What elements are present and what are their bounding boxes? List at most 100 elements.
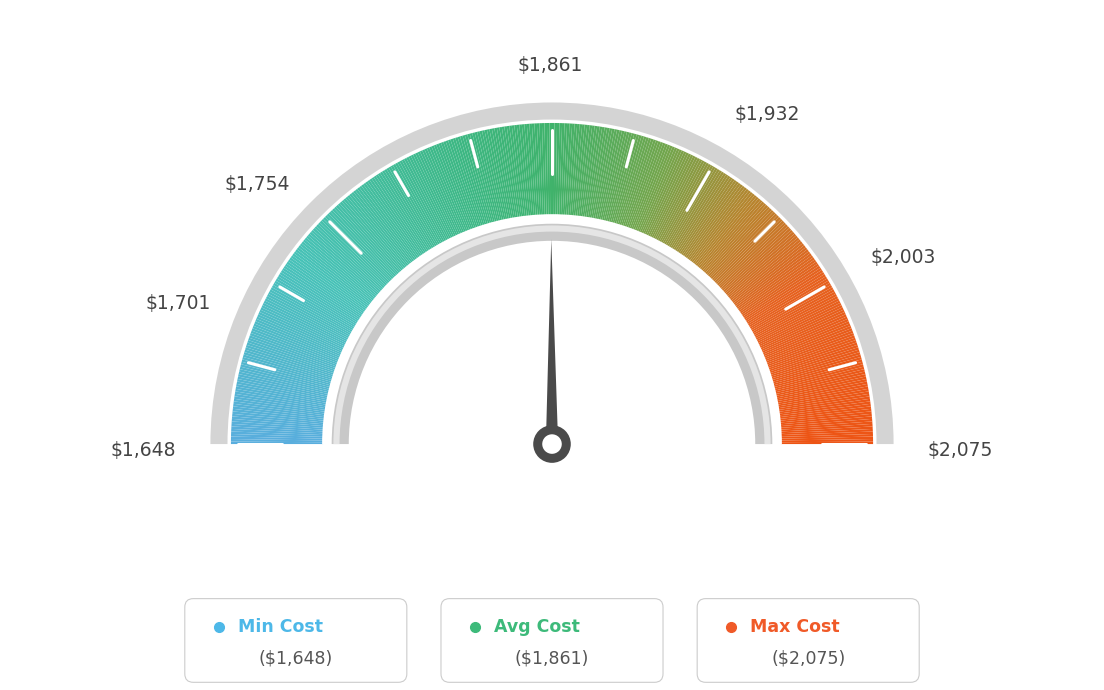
Wedge shape [625, 139, 656, 228]
Wedge shape [776, 382, 868, 401]
Wedge shape [645, 150, 684, 235]
Wedge shape [737, 255, 814, 311]
Text: Min Cost: Min Cost [237, 618, 322, 636]
Wedge shape [775, 374, 866, 396]
Wedge shape [288, 259, 364, 314]
Wedge shape [698, 197, 758, 269]
Wedge shape [422, 149, 461, 235]
Wedge shape [604, 131, 627, 221]
Wedge shape [241, 362, 331, 387]
Wedge shape [781, 426, 873, 433]
Wedge shape [259, 310, 344, 350]
Wedge shape [489, 128, 509, 219]
Wedge shape [270, 287, 352, 334]
Wedge shape [718, 222, 786, 288]
Wedge shape [368, 180, 422, 257]
Wedge shape [355, 189, 413, 263]
Wedge shape [710, 212, 775, 279]
Wedge shape [670, 169, 720, 249]
Wedge shape [244, 352, 332, 380]
Wedge shape [679, 177, 732, 255]
Wedge shape [760, 307, 843, 348]
Wedge shape [297, 247, 371, 305]
Wedge shape [340, 201, 402, 273]
Wedge shape [754, 294, 837, 339]
Wedge shape [487, 129, 508, 220]
Wedge shape [463, 135, 490, 224]
Wedge shape [772, 352, 860, 380]
Wedge shape [753, 289, 835, 335]
Wedge shape [393, 164, 440, 245]
Wedge shape [776, 377, 867, 397]
Wedge shape [616, 136, 644, 225]
Wedge shape [286, 262, 363, 315]
Wedge shape [660, 161, 707, 244]
Text: Max Cost: Max Cost [750, 618, 840, 636]
Wedge shape [427, 148, 465, 233]
Wedge shape [240, 366, 330, 391]
Wedge shape [544, 123, 549, 215]
Wedge shape [280, 270, 360, 322]
Wedge shape [542, 123, 546, 215]
Wedge shape [739, 257, 815, 313]
Wedge shape [338, 204, 401, 273]
Wedge shape [687, 184, 743, 260]
Wedge shape [415, 152, 456, 237]
Wedge shape [256, 317, 342, 355]
Wedge shape [413, 154, 455, 238]
Wedge shape [762, 314, 847, 353]
Wedge shape [497, 128, 514, 219]
Wedge shape [639, 148, 677, 233]
Wedge shape [246, 345, 335, 375]
Text: $1,701: $1,701 [146, 295, 211, 313]
Wedge shape [778, 394, 870, 410]
Wedge shape [336, 205, 400, 275]
Wedge shape [240, 369, 329, 393]
Wedge shape [741, 262, 818, 315]
Wedge shape [730, 241, 803, 301]
Wedge shape [577, 125, 590, 217]
Wedge shape [238, 371, 329, 394]
Wedge shape [779, 408, 871, 421]
Wedge shape [440, 142, 475, 229]
Wedge shape [284, 266, 362, 318]
Wedge shape [505, 126, 520, 218]
Wedge shape [636, 146, 672, 232]
Wedge shape [546, 123, 550, 215]
Wedge shape [231, 439, 323, 442]
Wedge shape [237, 379, 328, 400]
Wedge shape [389, 166, 437, 247]
Wedge shape [318, 222, 386, 288]
Wedge shape [477, 131, 500, 221]
Wedge shape [252, 328, 339, 363]
Wedge shape [676, 175, 729, 253]
Wedge shape [768, 340, 857, 372]
Wedge shape [242, 357, 331, 384]
Wedge shape [550, 123, 552, 215]
Wedge shape [244, 350, 333, 379]
Wedge shape [370, 179, 423, 256]
Wedge shape [575, 125, 587, 217]
Wedge shape [443, 141, 476, 228]
Wedge shape [651, 155, 693, 239]
Wedge shape [253, 326, 339, 362]
Wedge shape [742, 266, 820, 318]
Wedge shape [322, 214, 782, 444]
Wedge shape [635, 145, 670, 231]
Wedge shape [275, 281, 355, 329]
Wedge shape [760, 310, 845, 350]
Wedge shape [583, 126, 597, 217]
Wedge shape [404, 158, 448, 241]
Wedge shape [721, 228, 792, 291]
Wedge shape [781, 416, 872, 426]
Wedge shape [534, 124, 541, 215]
Wedge shape [290, 255, 367, 311]
Wedge shape [623, 139, 654, 227]
Wedge shape [735, 251, 810, 308]
Text: $1,932: $1,932 [735, 105, 800, 124]
Wedge shape [771, 350, 860, 379]
Wedge shape [246, 342, 335, 373]
Wedge shape [408, 156, 452, 239]
Wedge shape [592, 128, 609, 219]
Wedge shape [758, 305, 842, 346]
